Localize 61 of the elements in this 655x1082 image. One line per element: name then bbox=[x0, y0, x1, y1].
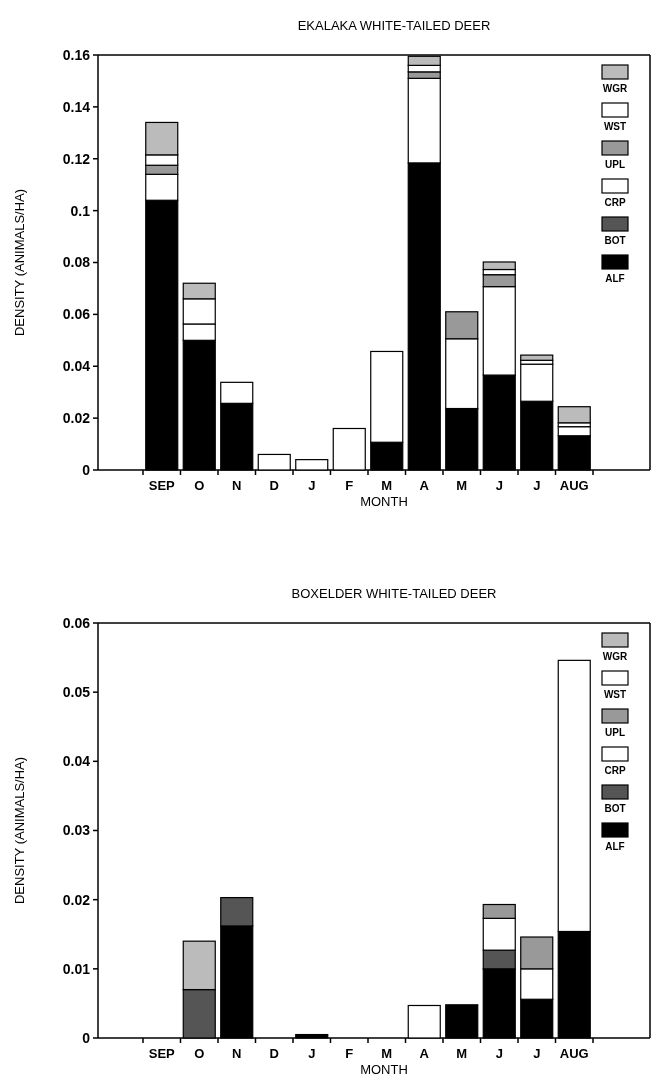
x-tick-label: AUG bbox=[559, 478, 589, 493]
y-tick-label: 0.02 bbox=[62, 410, 91, 427]
y-tick-label: 0.1 bbox=[70, 202, 91, 219]
chart-title: EKALAKA WHITE-TAILED DEER bbox=[297, 18, 491, 33]
bar bbox=[482, 261, 516, 271]
legend-label: WGR bbox=[602, 651, 628, 662]
legend-label: ALF bbox=[605, 273, 625, 284]
legend-label: BOT bbox=[604, 803, 626, 814]
x-tick-label: O bbox=[194, 478, 205, 493]
x-tick-label: M bbox=[381, 478, 393, 493]
y-tick-label: 0.08 bbox=[62, 254, 91, 271]
legend-label: WGR bbox=[602, 83, 628, 94]
y-tick-label: 0.16 bbox=[62, 46, 91, 63]
x-tick-label: SEP bbox=[148, 478, 176, 493]
y-tick-label: 0.04 bbox=[62, 358, 91, 375]
y-tick-label: 0.04 bbox=[62, 753, 91, 770]
x-tick-label: D bbox=[269, 478, 279, 493]
x-tick-label: A bbox=[419, 1046, 430, 1061]
x-tick-label: N bbox=[232, 1046, 242, 1061]
x-tick-label: N bbox=[232, 478, 242, 493]
y-axis-title: DENSITY (ANIMALS/HA) bbox=[12, 756, 27, 905]
legend-label: CRP bbox=[604, 765, 626, 776]
x-tick-label: F bbox=[345, 1046, 354, 1061]
x-tick-label: J bbox=[533, 1046, 541, 1061]
y-tick-label: 0.03 bbox=[62, 822, 91, 839]
y-tick-label: 0.06 bbox=[62, 306, 91, 323]
x-tick-label: M bbox=[381, 1046, 393, 1061]
y-tick-label: 0.06 bbox=[62, 614, 91, 631]
y-tick-label: 0.02 bbox=[62, 891, 91, 908]
x-axis-title: MONTH bbox=[360, 1062, 408, 1077]
y-tick-label: 0.12 bbox=[62, 150, 91, 167]
y-tick-label: 0 bbox=[82, 461, 91, 478]
y-tick-label: 0.05 bbox=[62, 684, 91, 701]
x-tick-label: M bbox=[456, 478, 468, 493]
x-tick-label: J bbox=[495, 478, 503, 493]
x-tick-label: AUG bbox=[559, 1046, 589, 1061]
legend-label: WST bbox=[603, 121, 627, 132]
legend-label: BOT bbox=[604, 235, 626, 246]
x-tick-label: J bbox=[533, 478, 541, 493]
legend-label: UPL bbox=[605, 727, 625, 738]
x-tick-label: A bbox=[419, 478, 430, 493]
legend-label: UPL bbox=[605, 159, 625, 170]
legend-label: CRP bbox=[604, 197, 626, 208]
bar bbox=[520, 354, 554, 361]
y-tick-label: 0.14 bbox=[62, 98, 91, 115]
legend-label: WST bbox=[603, 689, 627, 700]
chart-title: BOXELDER WHITE-TAILED DEER bbox=[291, 586, 497, 601]
x-tick-label: D bbox=[269, 1046, 279, 1061]
y-tick-label: 0 bbox=[82, 1029, 91, 1046]
x-tick-label: M bbox=[456, 1046, 468, 1061]
legend-label: ALF bbox=[605, 841, 625, 852]
y-axis-title: DENSITY (ANIMALS/HA) bbox=[12, 188, 27, 337]
x-tick-label: J bbox=[495, 1046, 503, 1061]
bar bbox=[557, 406, 591, 424]
y-tick-label: 0.01 bbox=[62, 960, 91, 977]
x-tick-label: J bbox=[308, 1046, 316, 1061]
x-axis-title: MONTH bbox=[360, 494, 408, 509]
x-tick-label: O bbox=[194, 1046, 205, 1061]
x-tick-label: F bbox=[345, 478, 354, 493]
x-tick-label: SEP bbox=[148, 1046, 176, 1061]
x-tick-label: J bbox=[308, 478, 316, 493]
